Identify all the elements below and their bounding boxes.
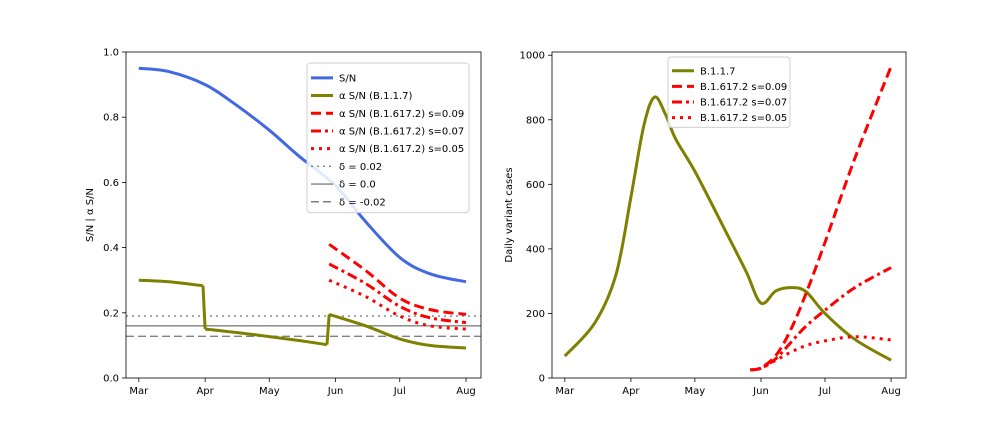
legend-label: δ = 0.0 [339, 180, 376, 191]
series-line [750, 65, 893, 372]
series-line [201, 285, 207, 330]
y-tick-label: 0.6 [103, 178, 119, 189]
y-tick-label: 1000 [520, 51, 545, 62]
series-line [563, 95, 892, 362]
series-line [328, 312, 467, 350]
series-line [328, 278, 467, 331]
series-line [328, 262, 467, 325]
series-line [325, 314, 331, 345]
legend: S/N α S/N (B.1.1.7) α S/N (B.1.617.2) s=0.… [306, 62, 470, 214]
x-tick-label: Jun [327, 386, 344, 397]
legend-box [667, 56, 791, 128]
series-line [328, 243, 467, 316]
legend-label: α S/N (B.1.617.2) s=0.09 [339, 109, 464, 120]
y-axis-label: Daily variant cases [504, 167, 515, 262]
right-chart: Mar Apr May Jun Jul Aug 0 200 400 600 800 1000 Daily… [504, 51, 907, 397]
legend-label: δ = -0.02 [339, 197, 386, 208]
x-tick-label: May [685, 386, 706, 397]
legend-label: B.1.617.2 s=0.07 [700, 98, 787, 109]
legend: B.1.1.7 B.1.617.2 s=0.09 B.1.617.2 s=0.07 B… [667, 56, 791, 128]
series-line [138, 66, 467, 284]
series-line [138, 278, 204, 288]
x-tick-label: Mar [129, 386, 149, 397]
y-tick-label: 200 [526, 309, 545, 320]
legend-label: B.1.1.7 [700, 66, 735, 77]
y-tick-label: 400 [526, 244, 545, 255]
y-tick-label: 0.4 [103, 243, 119, 254]
y-tick-label: 0.2 [103, 308, 119, 319]
x-tick-label: Apr [622, 386, 640, 397]
y-tick-label: 1.0 [103, 48, 119, 59]
y-tick-label: 800 [526, 115, 545, 126]
x-tick-label: Jul [393, 386, 406, 397]
legend-box [306, 62, 470, 214]
x-tick-label: Apr [196, 386, 214, 397]
plot-area [126, 66, 481, 350]
axes-frame [125, 51, 482, 379]
legend-label: α S/N (B.1.617.2) s=0.05 [339, 144, 464, 155]
series-line [750, 266, 892, 372]
x-tick-label: Jun [752, 386, 769, 397]
y-axis-label: S/N | α S/N [85, 188, 96, 242]
legend-label: S/N [339, 73, 356, 84]
y-tick-label: 0 [539, 374, 545, 385]
legend-label: α S/N (B.1.1.7) [339, 91, 413, 102]
axes-frame [551, 51, 907, 379]
y-tick-label: 600 [526, 180, 545, 191]
left-chart: Mar Apr May Jun Jul Aug 0.0 0.2 0.4 0.6 0.8 1.0 S/N … [85, 48, 482, 397]
legend-label: B.1.617.2 s=0.05 [700, 113, 787, 124]
plot-area [563, 65, 893, 372]
legend-label: α S/N (B.1.617.2) s=0.07 [339, 126, 464, 137]
series-line [204, 327, 328, 347]
y-tick-label: 0.0 [103, 374, 119, 385]
y-tick-label: 0.8 [103, 113, 119, 124]
x-tick-label: Jul [818, 386, 831, 397]
series-line [750, 335, 892, 372]
legend-label: B.1.617.2 s=0.09 [700, 82, 787, 93]
x-tick-label: Aug [456, 386, 476, 397]
legend-label: δ = 0.02 [339, 162, 382, 173]
x-tick-label: Aug [881, 386, 901, 397]
x-tick-label: May [259, 386, 280, 397]
x-tick-label: Mar [555, 386, 575, 397]
